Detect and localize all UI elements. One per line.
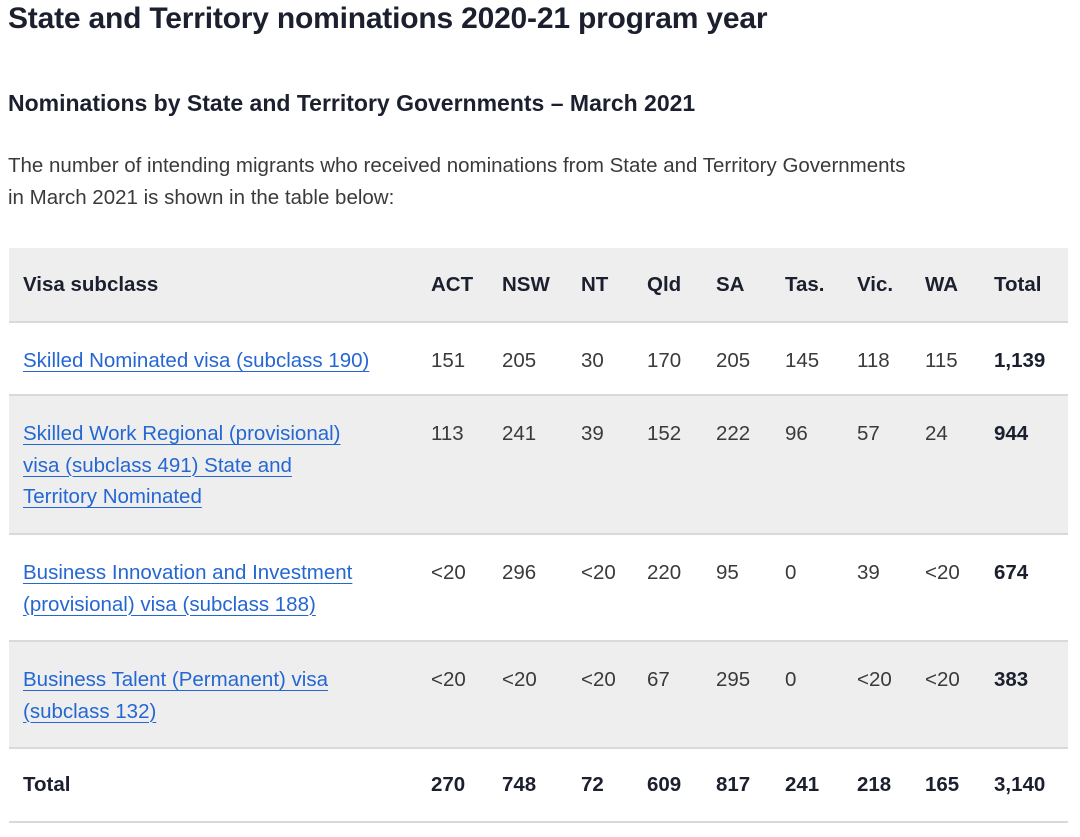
value-tas: 0 xyxy=(785,668,797,691)
visa-cell: Business Innovation and Investment (provi… xyxy=(9,534,431,641)
page-title: State and Territory nominations 2020-21 … xyxy=(8,2,768,35)
value-nt: 39 xyxy=(581,422,604,445)
value-qld: 67 xyxy=(647,668,670,691)
visa-link-line: Business Talent (Permanent) visa xyxy=(23,668,328,691)
value-act: 113 xyxy=(431,422,464,445)
header-tas: Tas. xyxy=(785,272,825,296)
header-qld: Qld xyxy=(647,272,682,296)
visa-link-line: Skilled Work Regional (provisional) xyxy=(23,422,341,445)
value-sa: 295 xyxy=(716,668,751,691)
value-vic: <20 xyxy=(857,668,892,691)
value-sa: 205 xyxy=(716,349,751,372)
value-vic: 57 xyxy=(857,422,880,445)
visa-link-line: visa (subclass 491) State and xyxy=(23,453,292,477)
table-header-row: Visa subclass ACT NSW NT Qld SA Tas. Vic… xyxy=(9,248,1068,322)
value-nsw: 296 xyxy=(502,561,537,584)
visa-cell: Skilled Nominated visa (subclass 190) xyxy=(9,322,431,395)
intro-line-2: in March 2021 is shown in the table belo… xyxy=(8,186,395,209)
intro-text: The number of intending migrants who rec… xyxy=(8,150,1018,214)
header-visa-subclass: Visa subclass xyxy=(23,272,159,296)
table-row: Business Talent (Permanent) visa (subclas… xyxy=(9,641,1068,748)
value-nt: <20 xyxy=(581,668,616,691)
value-nsw: <20 xyxy=(502,668,537,691)
value-qld: 170 xyxy=(647,349,682,372)
visa-cell: Skilled Work Regional (provisional) visa … xyxy=(9,395,431,534)
visa-cell: Business Talent (Permanent) visa (subclas… xyxy=(9,641,431,748)
intro-line-1: The number of intending migrants who rec… xyxy=(8,154,906,177)
section-heading: Nominations by State and Territory Gover… xyxy=(8,90,696,116)
visa-link-line: Territory Nominated xyxy=(23,485,202,508)
header-total: Total xyxy=(994,272,1042,296)
total-vic: 218 xyxy=(857,773,892,797)
total-label: Total xyxy=(23,773,71,797)
nominations-table: Visa subclass ACT NSW NT Qld SA Tas. Vic… xyxy=(9,248,1068,823)
header-sa: SA xyxy=(716,272,745,296)
value-vic: 118 xyxy=(857,349,890,372)
value-act: <20 xyxy=(431,668,466,691)
value-wa: <20 xyxy=(925,668,960,691)
total-row: Total 270 748 72 609 817 241 218 165 3,1… xyxy=(9,748,1068,822)
value-total: 674 xyxy=(994,561,1029,584)
header-wa: WA xyxy=(925,272,959,296)
total-wa: 165 xyxy=(925,773,960,797)
value-wa: 115 xyxy=(925,349,958,372)
total-act: 270 xyxy=(431,773,466,797)
value-total: 1,139 xyxy=(994,349,1046,372)
value-tas: 0 xyxy=(785,561,797,584)
total-qld: 609 xyxy=(647,773,682,797)
visa-link-line: (provisional) visa (subclass 188) xyxy=(23,592,316,616)
value-vic: 39 xyxy=(857,561,880,584)
value-sa: 95 xyxy=(716,561,739,584)
value-tas: 145 xyxy=(785,349,820,372)
table-row: Skilled Nominated visa (subclass 190) 15… xyxy=(9,322,1068,395)
visa-link-190[interactable]: Skilled Nominated visa (subclass 190) xyxy=(23,349,369,372)
value-tas: 96 xyxy=(785,422,808,445)
total-tas: 241 xyxy=(785,773,820,797)
visa-link-line: Skilled Nominated visa (subclass 190) xyxy=(23,349,370,372)
header-nsw: NSW xyxy=(502,272,550,296)
value-wa: <20 xyxy=(925,561,960,584)
visa-link-line: (subclass 132) xyxy=(23,699,157,723)
table-row: Business Innovation and Investment (provi… xyxy=(9,534,1068,641)
table-row: Skilled Work Regional (provisional) visa … xyxy=(9,395,1068,534)
total-nt: 72 xyxy=(581,773,604,797)
value-nt: 30 xyxy=(581,349,604,372)
total-nsw: 748 xyxy=(502,773,537,797)
value-sa: 222 xyxy=(716,422,751,445)
value-qld: 152 xyxy=(647,422,682,445)
value-total: 383 xyxy=(994,668,1029,691)
header-act: ACT xyxy=(431,272,474,296)
visa-link-132[interactable]: Business Talent (Permanent) visa (subclas… xyxy=(23,668,328,723)
value-wa: 24 xyxy=(925,422,948,445)
visa-link-line: Business Innovation and Investment xyxy=(23,561,353,584)
visa-link-491[interactable]: Skilled Work Regional (provisional) visa … xyxy=(23,422,341,508)
value-qld: 220 xyxy=(647,561,682,584)
value-nt: <20 xyxy=(581,561,616,584)
value-nsw: 241 xyxy=(502,422,537,445)
header-vic: Vic. xyxy=(857,272,894,296)
value-total: 944 xyxy=(994,422,1029,445)
visa-link-188[interactable]: Business Innovation and Investment (provi… xyxy=(23,561,352,616)
header-nt: NT xyxy=(581,272,609,296)
total-sa: 817 xyxy=(716,773,751,797)
value-nsw: 205 xyxy=(502,349,537,372)
value-act: 151 xyxy=(431,349,466,372)
value-act: <20 xyxy=(431,561,466,584)
total-grand: 3,140 xyxy=(994,773,1046,797)
